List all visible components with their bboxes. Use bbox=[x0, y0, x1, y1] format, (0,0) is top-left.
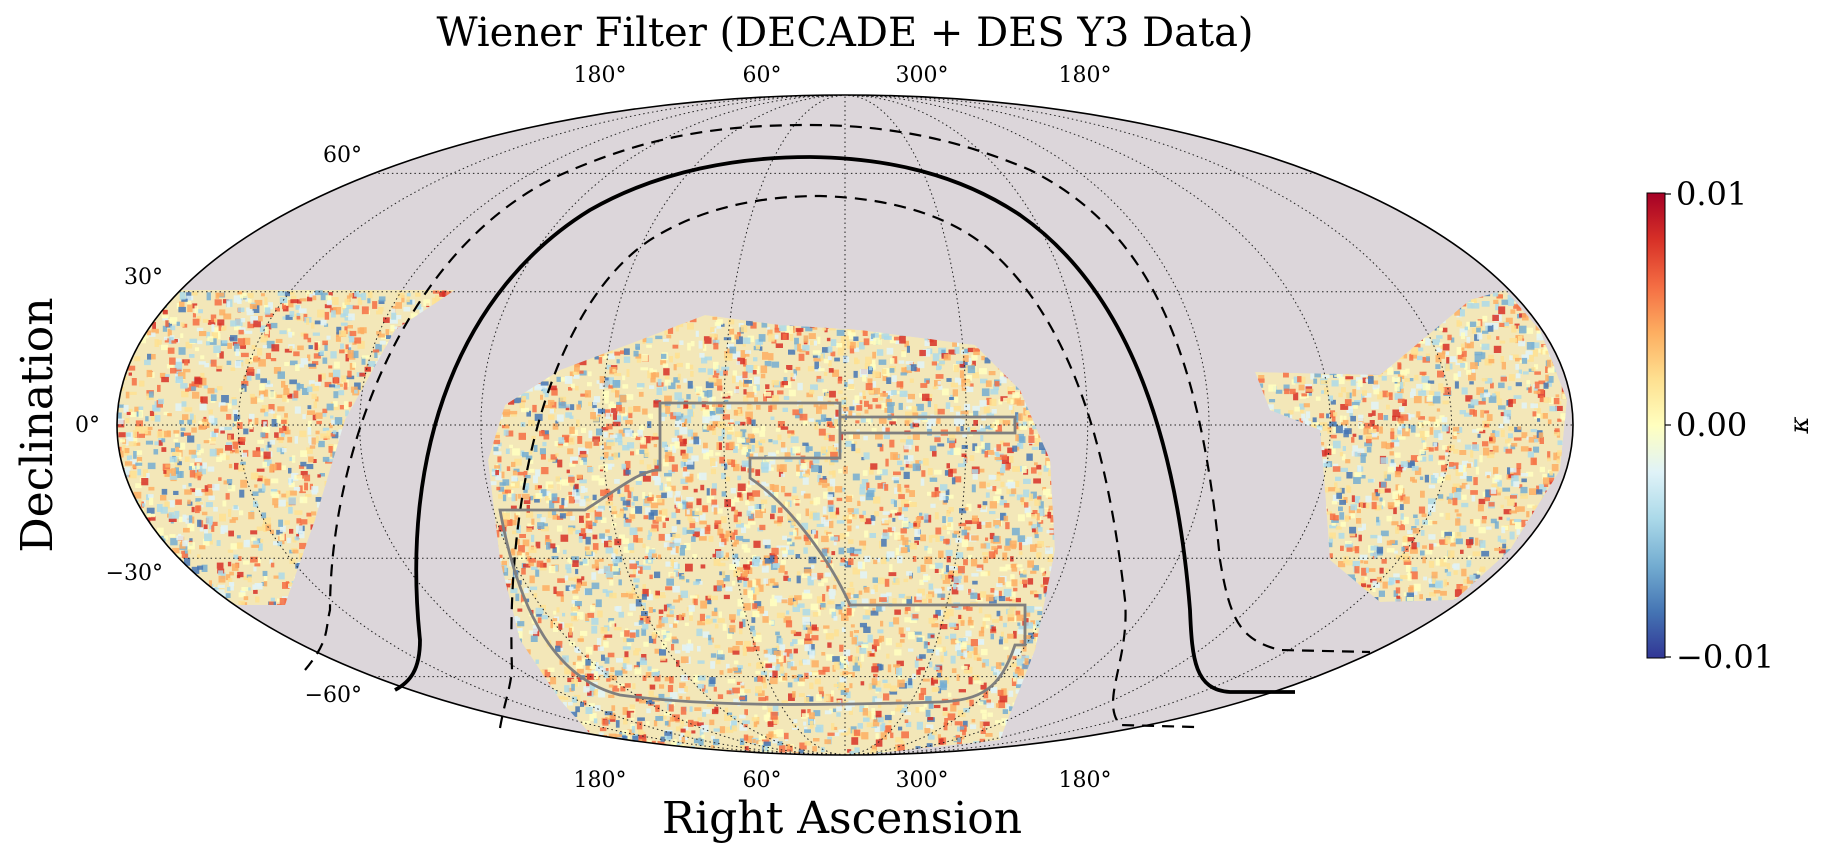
top-tick-label: 60° bbox=[743, 63, 782, 88]
y-axis-label: Declination bbox=[12, 297, 63, 552]
dec-tick-label: 0° bbox=[75, 413, 100, 438]
bottom-tick-label: 300° bbox=[896, 768, 949, 793]
colorbar-tick-label: 0.00 bbox=[1676, 406, 1747, 444]
dec-tick-labels: 60° 30° 0° −30° −60° bbox=[75, 143, 362, 708]
meridian-line bbox=[601, 95, 846, 755]
bottom-tick-labels: 180° 60° 300° 180° bbox=[574, 768, 1112, 793]
meridian-line bbox=[844, 95, 1453, 755]
dec-tick-label: 60° bbox=[323, 143, 362, 168]
colorbar-tick-label: −0.01 bbox=[1676, 638, 1774, 676]
top-tick-labels: 180° 60° 300° 180° bbox=[574, 63, 1112, 88]
bottom-tick-label: 180° bbox=[1059, 768, 1112, 793]
galactic-plane-solid bbox=[394, 155, 1295, 694]
meridian-line bbox=[237, 95, 846, 755]
colorbar-label: κ bbox=[1785, 416, 1815, 434]
meridian-line bbox=[723, 95, 846, 755]
galactic-plane-upper-dashed bbox=[304, 123, 1371, 671]
dec-tick-label: −30° bbox=[106, 561, 163, 586]
meridian-line bbox=[480, 95, 846, 755]
meridian-line bbox=[844, 95, 1089, 755]
top-tick-label: 180° bbox=[1059, 63, 1112, 88]
overlay-curves bbox=[304, 123, 1371, 729]
galactic-plane-lower-dashed bbox=[498, 194, 1196, 729]
bottom-tick-label: 60° bbox=[743, 768, 782, 793]
dec-tick-label: 30° bbox=[124, 265, 163, 290]
colorbar: 0.01 0.00 −0.01 κ bbox=[1646, 175, 1815, 676]
dec-tick-label: −60° bbox=[305, 683, 362, 708]
colorbar-tick-label: 0.01 bbox=[1676, 175, 1747, 213]
top-tick-label: 300° bbox=[896, 63, 949, 88]
colorbar-gradient bbox=[1646, 192, 1666, 659]
meridian-line bbox=[844, 95, 1210, 755]
top-tick-label: 180° bbox=[574, 63, 627, 88]
des-footprint-outline bbox=[498, 401, 1027, 706]
map-outline bbox=[116, 94, 1574, 756]
chart-title: Wiener Filter (DECADE + DES Y3 Data) bbox=[436, 10, 1253, 56]
bottom-tick-label: 180° bbox=[574, 768, 627, 793]
x-axis-label: Right Ascension bbox=[662, 793, 1022, 844]
